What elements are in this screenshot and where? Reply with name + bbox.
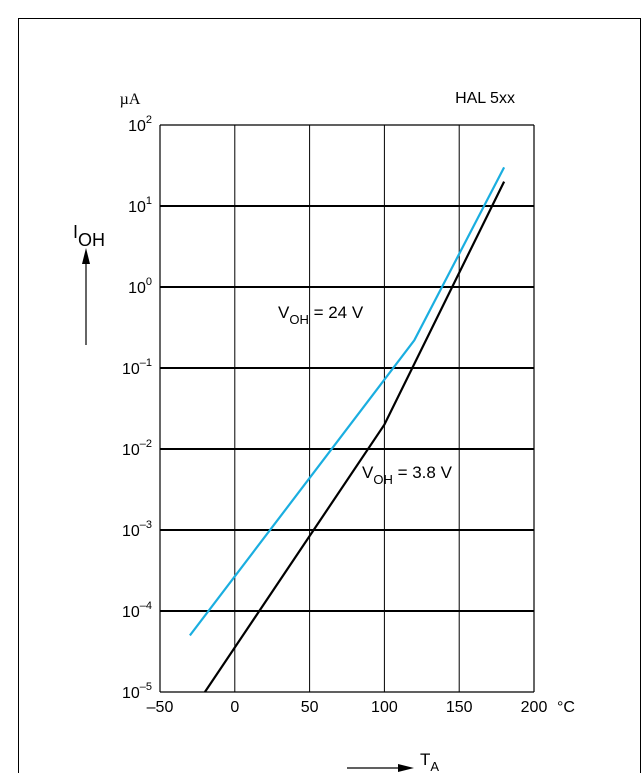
y-tick-label: 100: [128, 276, 152, 297]
x-tick-label: 200: [521, 699, 548, 716]
y-axis-label: IOH: [73, 222, 105, 250]
y-tick-label: 10–5: [122, 681, 152, 702]
x-tick-label: 50: [301, 699, 319, 716]
chart-title: HAL 5xx: [455, 90, 515, 107]
y-axis-arrow-head: [82, 248, 90, 264]
x-axis-label-sub: A: [430, 759, 439, 773]
grid: [159, 124, 535, 693]
y-tick-label: 101: [128, 195, 152, 216]
y-tick-label: 10–3: [122, 519, 152, 540]
x-tick-label: –50: [147, 699, 174, 716]
x-tick-label: 0: [230, 699, 239, 716]
x-tick-label: 100: [371, 699, 398, 716]
series-label-1: VOH = 24 V: [278, 303, 364, 327]
y-tick-label: 10–1: [122, 357, 152, 378]
y-tick-label: 10–2: [122, 438, 152, 459]
x-tick-label: 150: [446, 699, 473, 716]
series-layer: VOH = 24 V VOH = 3.8 V: [189, 166, 506, 693]
x-axis-arrow-head: [398, 764, 414, 772]
x-axis-label: TA: [420, 750, 439, 773]
x-unit: °C: [557, 699, 575, 716]
y-axis-label-sub: OH: [78, 230, 105, 250]
tick-labels: –50 0 50 100 150 200 10–5 10–4 10–3 10–2 10–1 100 10…: [122, 114, 547, 716]
series-label-2: VOH = 3.8 V: [362, 463, 453, 487]
y-unit: µA: [120, 91, 141, 108]
y-tick-label: 10–4: [122, 600, 152, 621]
y-tick-label: 102: [128, 114, 152, 135]
series-line-2: [203, 181, 506, 693]
series-line-1: [189, 166, 506, 637]
figure-border: [18, 18, 641, 773]
